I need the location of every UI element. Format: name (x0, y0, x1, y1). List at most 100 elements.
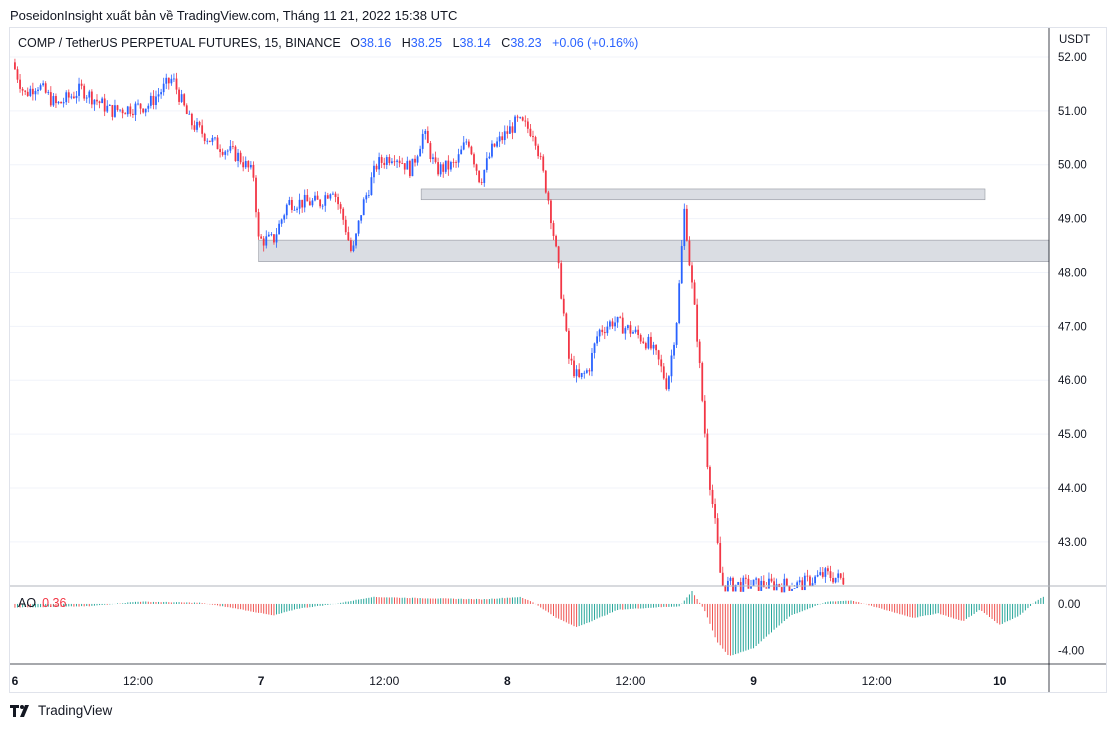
candle-body (498, 136, 501, 142)
candle-body (426, 130, 429, 144)
candle-body (585, 370, 588, 373)
ao-value: 0.36 (42, 596, 67, 610)
candle-body (214, 137, 216, 139)
candle-body (496, 141, 498, 147)
candle-body (85, 97, 88, 99)
brand-name[interactable]: TradingView (38, 703, 113, 718)
candle-body (326, 195, 329, 199)
candle-body (478, 170, 481, 183)
candle-body (534, 137, 537, 146)
price-tick-label: 48.00 (1058, 267, 1087, 279)
candle-body (42, 83, 45, 86)
price-tick-label: 51.00 (1058, 106, 1087, 118)
candle-body (52, 96, 55, 106)
candle-body (239, 152, 242, 163)
low-label: L (452, 36, 460, 50)
candle-body (439, 164, 442, 175)
candle-body (788, 585, 791, 591)
candle-body (596, 336, 599, 344)
candle-body (734, 584, 737, 592)
time-tick-label: 6 (12, 674, 19, 688)
price-tick-label: 45.00 (1058, 429, 1087, 441)
candle-body (283, 215, 286, 220)
candle-body (378, 157, 381, 170)
candle-body (575, 369, 578, 377)
candle-body (249, 164, 252, 168)
candle-body (780, 587, 783, 593)
time-tick-label: 8 (504, 674, 511, 688)
candle-body (588, 370, 591, 372)
candle-body (442, 164, 445, 172)
footer: TradingView (10, 703, 112, 718)
candle-body (257, 212, 260, 237)
candle-body (298, 199, 301, 209)
candle-body (365, 195, 368, 200)
candle-body (347, 232, 350, 241)
candle-body (29, 88, 32, 96)
candle-body (149, 95, 152, 106)
candle-body (801, 580, 804, 591)
candle-body (747, 578, 750, 589)
candle-body (526, 121, 529, 129)
candle-body (373, 165, 375, 178)
candle-body (134, 103, 137, 116)
candle-body (598, 329, 601, 337)
candle-body (396, 160, 398, 162)
candle-body (226, 150, 229, 152)
candle-body (824, 568, 827, 577)
candle-body (411, 158, 414, 177)
candle-body (791, 588, 793, 591)
candle-body (757, 578, 760, 591)
candle-body (329, 194, 332, 199)
candle-body (432, 157, 434, 160)
ao-axis-ticks: 0.00 -4.00 (1058, 599, 1084, 657)
candlestick-series[interactable] (14, 58, 845, 593)
time-axis-ticks: 6 12:00 7 12:00 8 12:00 9 12:00 10 (12, 674, 1007, 688)
candle-body (429, 143, 432, 160)
candle-body (480, 182, 483, 183)
candle-body (403, 163, 406, 170)
time-tick-label: 12:00 (123, 674, 153, 688)
candle-body (806, 575, 809, 577)
candle-body (639, 334, 642, 342)
candle-body (339, 204, 342, 209)
candle-body (342, 208, 345, 220)
tradingview-logo-icon[interactable] (10, 704, 32, 717)
candle-body (706, 433, 709, 468)
candle-body (524, 120, 527, 122)
candle-body (398, 160, 401, 164)
candle-body (678, 283, 681, 324)
candle-body (552, 223, 555, 236)
candle-body (711, 489, 714, 505)
candle-body (119, 109, 121, 111)
candle-body (444, 160, 447, 172)
time-tick-label: 12:00 (615, 674, 645, 688)
candle-body (393, 161, 396, 163)
candle-body (565, 313, 568, 331)
candle-body (121, 109, 124, 114)
change-value: +0.06 (+0.16%) (552, 36, 639, 50)
candle-body (211, 137, 214, 142)
candle-body (198, 121, 201, 126)
candle-body (465, 141, 468, 143)
candle-body (650, 336, 652, 349)
candle-body (739, 582, 742, 592)
candle-body (93, 99, 96, 105)
candle-body (278, 223, 280, 235)
candle-body (391, 161, 393, 163)
candle-body (573, 360, 575, 377)
candle-body (501, 136, 504, 141)
candle-body (811, 583, 814, 587)
candle-body (821, 572, 824, 577)
candle-body (621, 317, 624, 334)
candle-body (842, 577, 845, 585)
candle-body (293, 209, 296, 211)
candle-body (603, 332, 606, 334)
candle-body (434, 157, 437, 163)
candle-body (703, 400, 706, 434)
candle-body (521, 117, 524, 121)
candle-body (229, 146, 232, 151)
candle-body (652, 344, 655, 349)
candle-body (814, 576, 817, 584)
